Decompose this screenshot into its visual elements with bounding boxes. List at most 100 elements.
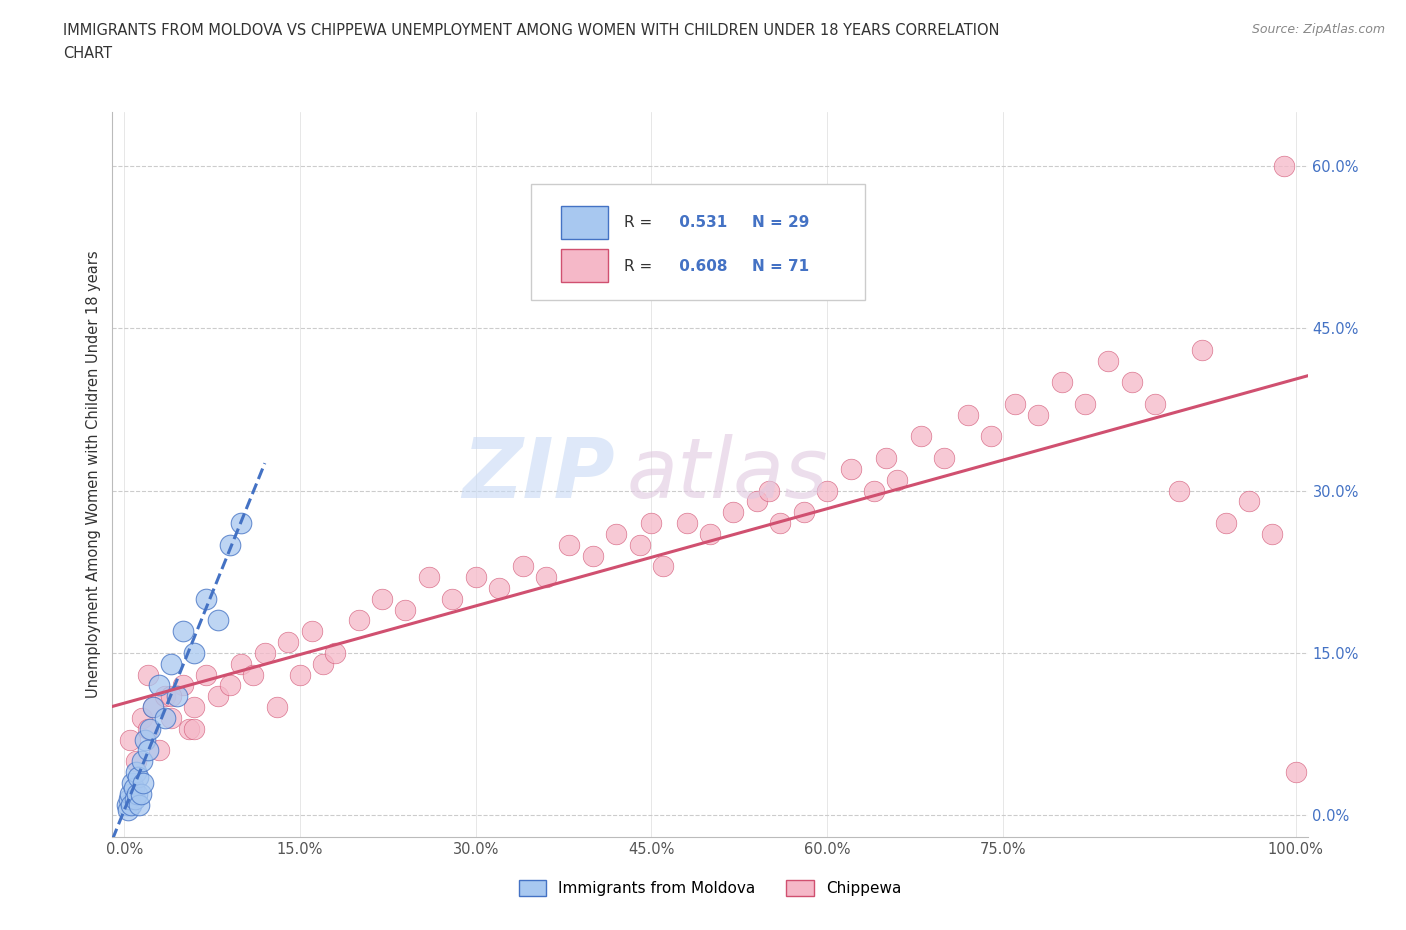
Point [934,451,956,466]
Point [769,515,792,530]
Point [120,797,142,812]
Point [166,689,188,704]
Point [464,570,486,585]
Point [863,483,886,498]
Point [125,764,148,779]
Point [117,803,139,817]
Point [793,505,815,520]
Point [183,699,205,714]
Point [956,407,979,422]
Point [121,776,143,790]
Point [120,786,141,801]
Point [312,657,335,671]
Point [195,591,218,606]
Point [534,570,557,585]
Point [131,754,153,769]
Text: 0.531: 0.531 [675,215,727,230]
Text: R =: R = [624,259,657,273]
Point [758,483,780,498]
Point [253,645,276,660]
Point [129,786,152,801]
Text: N = 71: N = 71 [752,259,808,273]
Point [115,797,138,812]
Point [266,699,288,714]
Point [125,754,148,769]
Point [815,483,838,498]
Point [1097,353,1119,368]
Legend: Immigrants from Moldova, Chippewa: Immigrants from Moldova, Chippewa [513,874,907,902]
Point [155,689,177,704]
Point [142,699,165,714]
Point [1074,396,1097,411]
Point [1121,375,1143,390]
Point [131,711,153,725]
Text: ZIP: ZIP [461,433,614,515]
Point [128,797,150,812]
Point [218,538,240,552]
Point [1026,407,1049,422]
Bar [561,206,609,239]
Point [628,538,651,552]
Point [160,711,183,725]
Point [277,634,299,649]
Point [1191,342,1213,357]
Point [1004,396,1026,411]
Point [886,472,908,487]
Point [418,570,440,585]
Point [172,624,194,639]
Point [207,613,229,628]
Point [488,580,510,595]
FancyBboxPatch shape [531,184,866,300]
Point [242,667,264,682]
Point [1272,158,1295,173]
Point [1144,396,1167,411]
Point [980,429,1002,444]
Text: R =: R = [624,215,657,230]
Point [231,657,253,671]
Point [558,538,581,552]
Text: 0.608: 0.608 [675,259,728,273]
Point [139,722,162,737]
Point [177,722,200,737]
Point [301,624,323,639]
Point [875,451,897,466]
Point [323,645,346,660]
Point [347,613,370,628]
Point [699,526,721,541]
Point [142,699,165,714]
Text: N = 29: N = 29 [752,215,810,230]
Point [148,678,170,693]
Point [745,494,768,509]
Point [218,678,240,693]
Text: atlas: atlas [627,433,828,515]
Text: IMMIGRANTS FROM MOLDOVA VS CHIPPEWA UNEMPLOYMENT AMONG WOMEN WITH CHILDREN UNDER: IMMIGRANTS FROM MOLDOVA VS CHIPPEWA UNEM… [63,23,1000,38]
Point [195,667,218,682]
Point [136,667,159,682]
Point [183,722,205,737]
Point [1167,483,1189,498]
Point [207,689,229,704]
Point [127,770,149,785]
Text: CHART: CHART [63,46,112,61]
Point [148,743,170,758]
Point [1261,526,1284,541]
Point [640,515,662,530]
Y-axis label: Unemployment Among Women with Children Under 18 years: Unemployment Among Women with Children U… [86,250,101,698]
Point [155,711,177,725]
Point [1285,764,1308,779]
Point [118,791,141,806]
Point [512,559,534,574]
Point [394,603,416,618]
Text: Source: ZipAtlas.com: Source: ZipAtlas.com [1251,23,1385,36]
Point [910,429,932,444]
Point [132,776,155,790]
Point [723,505,745,520]
Point [124,791,146,806]
Point [134,732,156,747]
Point [582,548,605,563]
Point [120,732,141,747]
Point [160,657,183,671]
Point [136,722,159,737]
Point [183,645,205,660]
Point [371,591,394,606]
